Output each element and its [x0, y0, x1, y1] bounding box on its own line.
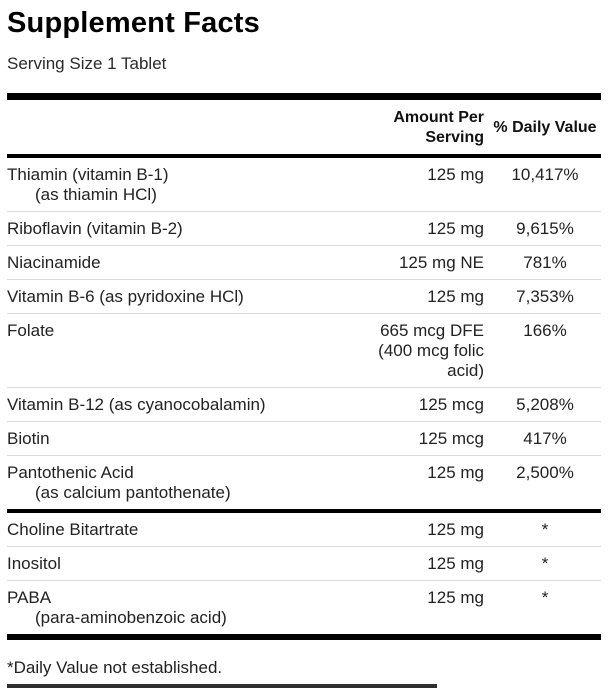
nutrient-daily-value: 9,615%: [516, 219, 574, 238]
nutrient-daily-value: *: [541, 588, 549, 607]
table-row: Choline Bitartrate 125 mg *: [7, 513, 601, 546]
nutrient-name: Niacinamide: [7, 253, 101, 272]
header-amount-per-serving: Amount Per Serving: [393, 109, 484, 146]
footer-bar: [7, 634, 601, 640]
nutrient-name: Riboflavin (vitamin B-2): [7, 219, 183, 238]
nutrient-name: Biotin: [7, 429, 50, 448]
header-divider-bar: [7, 154, 601, 158]
nutrient-amount: 665 mcg DFE (400 mcg folic acid): [378, 321, 484, 380]
serving-size: Serving Size 1 Tablet: [7, 54, 167, 73]
nutrient-daily-value: 2,500%: [516, 463, 574, 482]
nutrient-daily-value: 5,208%: [516, 395, 574, 414]
nutrient-daily-value: 10,417%: [511, 165, 579, 184]
nutrient-amount: 125 mcg: [418, 395, 484, 414]
table-row: Vitamin B-12 (as cyanocobalamin) 125 mcg…: [7, 387, 601, 421]
section-divider-bar: [7, 509, 601, 513]
nutrient-amount: 125 mg: [427, 554, 484, 573]
nutrient-amount: 125 mg: [427, 520, 484, 539]
nutrient-amount: 125 mcg: [418, 429, 484, 448]
nutrient-name-sub: (as thiamin HCl): [35, 185, 157, 204]
nutrient-name: PABA (para-aminobenzoic acid): [7, 588, 363, 628]
table-row: PABA (para-aminobenzoic acid) 125 mg *: [7, 580, 601, 634]
nutrient-name-sub: (para-aminobenzoic acid): [35, 608, 227, 627]
nutrient-name-main: Pantothenic Acid: [7, 463, 134, 482]
nutrient-daily-value: 417%: [523, 429, 567, 448]
nutrient-daily-value: *: [541, 554, 549, 573]
nutrient-name-sub: (as calcium pantothenate): [35, 483, 231, 502]
nutrient-name-main: Thiamin (vitamin B-1): [7, 165, 169, 184]
nutrient-daily-value: 166%: [523, 321, 567, 340]
nutrient-name: Vitamin B-6 (as pyridoxine HCl): [7, 287, 244, 306]
bottom-partial-bar: [7, 684, 437, 688]
nutrient-daily-value: *: [541, 520, 549, 539]
nutrient-name: Vitamin B-12 (as cyanocobalamin): [7, 395, 266, 414]
table-row: Pantothenic Acid (as calcium pantothenat…: [7, 455, 601, 509]
table-row: Vitamin B-6 (as pyridoxine HCl) 125 mg 7…: [7, 279, 601, 313]
nutrient-amount: 125 mg: [427, 287, 484, 306]
table-row: Inositol 125 mg *: [7, 546, 601, 580]
nutrient-name-main: PABA: [7, 588, 52, 607]
nutrient-name: Folate: [7, 321, 55, 340]
other-ingredients-section: Choline Bitartrate 125 mg * Inositol 125…: [7, 513, 601, 634]
nutrient-amount: 125 mg: [427, 463, 484, 482]
nutrients-section: Thiamin (vitamin B-1) (as thiamin HCl) 1…: [7, 158, 601, 509]
table-row: Niacinamide 125 mg NE 781%: [7, 245, 601, 279]
table-row: Biotin 125 mcg 417%: [7, 421, 601, 455]
top-bar: [7, 93, 601, 100]
daily-value-footnote: *Daily Value not established.: [7, 658, 223, 677]
table-row: Thiamin (vitamin B-1) (as thiamin HCl) 1…: [7, 158, 601, 211]
nutrient-name: Thiamin (vitamin B-1) (as thiamin HCl): [7, 165, 363, 205]
nutrient-daily-value: 781%: [523, 253, 567, 272]
nutrient-amount: 125 mg: [427, 588, 484, 607]
table-row: Folate 665 mcg DFE (400 mcg folic acid) …: [7, 313, 601, 387]
nutrient-name: Inositol: [7, 554, 61, 573]
nutrient-name: Pantothenic Acid (as calcium pantothenat…: [7, 463, 363, 503]
header-daily-value: % Daily Value: [493, 119, 597, 136]
nutrient-amount: 125 mg: [427, 219, 484, 238]
nutrient-amount: 125 mg NE: [398, 253, 484, 272]
nutrient-amount: 125 mg: [427, 165, 484, 184]
nutrient-name: Choline Bitartrate: [7, 520, 139, 539]
nutrient-daily-value: 7,353%: [516, 287, 574, 306]
table-row: Riboflavin (vitamin B-2) 125 mg 9,615%: [7, 211, 601, 245]
panel-title: Supplement Facts: [7, 7, 260, 39]
table-header: Amount Per Serving % Daily Value: [7, 100, 601, 154]
